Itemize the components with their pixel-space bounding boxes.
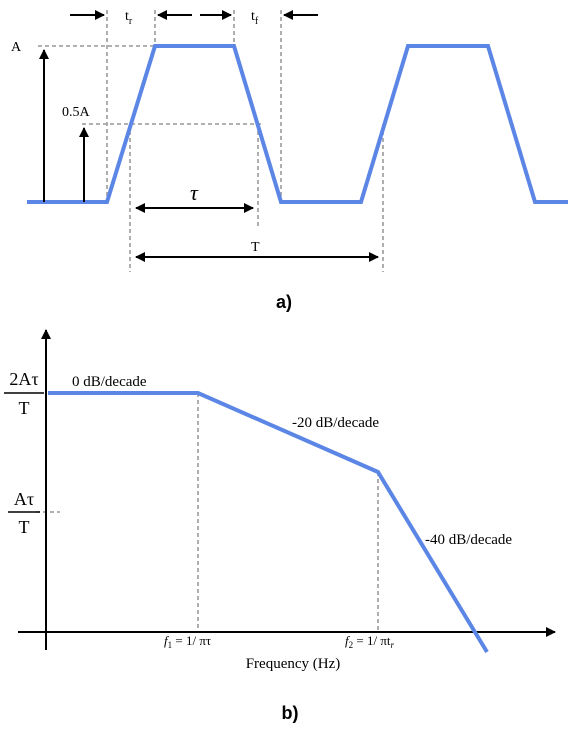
y-tick-low-denominator: T [19,517,30,537]
guide-lines-a [38,10,384,272]
label-period: T [251,240,260,255]
label-fall-time-sub: f [255,16,259,27]
x-axis-label: Frequency (Hz) [246,656,341,672]
label-rise-time-sub: r [129,16,133,27]
tick-label-f1-f: f [164,633,170,648]
label-fall-time-main: t [251,9,255,24]
panel-a: A 0.5A tr tf τ T a) [11,9,568,312]
label-rise-time-main: t [125,9,129,24]
label-half-amplitude: 0.5A [62,105,91,120]
label-amplitude: A [11,40,22,55]
slope-label-0: 0 dB/decade [72,374,147,390]
label-rise-time: tr [125,9,133,27]
panel-b: 2Aτ T Aτ T 0 dB/decade -20 dB/decade -40… [4,329,556,723]
tick-label-f1-eq: = 1/ πτ [172,633,211,648]
tick-label-f2-eq: = 1/ πt [353,633,391,648]
caption-b: b) [282,703,299,723]
spectrum-envelope [48,391,489,654]
slope-label-20: -20 dB/decade [292,415,379,431]
y-tick-low-numerator: Aτ [14,489,34,509]
caption-a: a) [276,292,292,312]
tick-label-f1: f1 = 1/ πτ [164,633,211,650]
tick-label-f2-sub: 2 [349,640,354,650]
tick-label-f2-tsub: r [391,640,395,650]
slope-label-40: -40 dB/decade [425,532,512,548]
y-tick-high-denominator: T [19,398,30,418]
label-tau: τ [190,180,199,205]
tick-label-f2-f: f [345,633,351,648]
y-tick-high-numerator: 2Aτ [9,369,38,389]
label-fall-time: tf [251,9,259,27]
tick-label-f1-sub: 1 [168,640,173,650]
tick-label-f2: f2 = 1/ πtr [345,633,395,650]
trapezoid-pulse-train [27,44,568,204]
